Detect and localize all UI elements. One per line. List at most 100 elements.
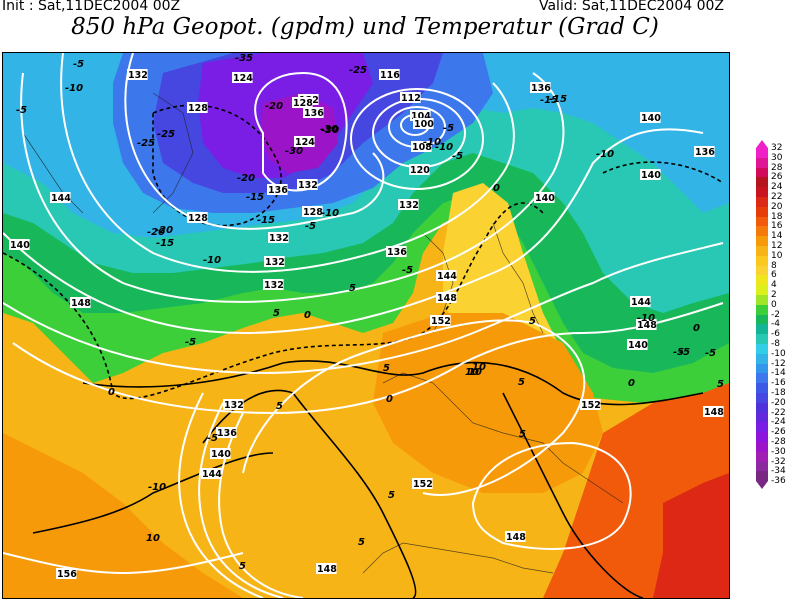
temperature-label-group: -5-10-5-25-20-30-30-25-35-15-10-5-10-15-… bbox=[16, 53, 724, 572]
geopotential-label-group: 132 124 128 132 136 104 112 116 136 140 136 140 144 1… bbox=[9, 69, 724, 580]
legend-swatch bbox=[756, 285, 768, 295]
geopot-128 bbox=[124, 53, 385, 230]
coastline-canada bbox=[22, 132, 84, 214]
temperature-label: -5 bbox=[207, 433, 218, 444]
geopotential-label: 132 bbox=[264, 280, 284, 291]
geopot-label-bg bbox=[232, 72, 253, 83]
geopot-label-bg bbox=[505, 531, 526, 542]
geopot-label-bg bbox=[316, 563, 337, 574]
legend-swatch bbox=[756, 187, 768, 197]
temperature-label: -10 bbox=[203, 255, 221, 266]
geopotential-label: 144 bbox=[51, 193, 71, 204]
legend-swatch bbox=[756, 353, 768, 364]
geopot-label-bg bbox=[303, 107, 324, 118]
legend-swatch bbox=[756, 344, 768, 354]
geopotential-label: 148 bbox=[637, 320, 657, 331]
geopotential-label: 128 bbox=[293, 98, 313, 109]
geopotential-label: 104 bbox=[411, 111, 431, 122]
legend-swatch bbox=[756, 236, 768, 246]
geopotential-label: 128 bbox=[303, 207, 323, 218]
legend-label: -36 bbox=[771, 476, 786, 487]
geopot-label-bg bbox=[703, 406, 724, 417]
legend-label: 0 bbox=[771, 299, 777, 310]
temperature-label: -20 bbox=[155, 225, 173, 236]
geopot-132-south bbox=[178, 392, 264, 598]
temperature-label: -5 bbox=[673, 347, 684, 358]
geopot-label-bg bbox=[187, 102, 208, 113]
geopotential-label: 140 bbox=[211, 449, 231, 460]
geopot-label-bg bbox=[400, 92, 421, 103]
legend-swatch bbox=[756, 216, 768, 227]
geopot-label-bg bbox=[70, 297, 91, 308]
temperature-label: -10 bbox=[423, 137, 441, 148]
legend-swatch bbox=[756, 177, 768, 188]
legend-swatch bbox=[756, 432, 768, 442]
geopot-label-bg bbox=[379, 69, 400, 80]
geopotential-label: 116 bbox=[380, 70, 400, 81]
temperature-label: -5 bbox=[679, 347, 690, 358]
geopotential-label: 100 bbox=[414, 119, 434, 130]
temperature-label: -10 bbox=[637, 313, 655, 324]
isoline-5-east bbox=[502, 392, 644, 598]
geopotential-label: 140 bbox=[628, 340, 648, 351]
geopotential-label: 152 bbox=[413, 479, 433, 490]
legend-label: -2 bbox=[771, 309, 780, 320]
isoline-minus10-east bbox=[602, 161, 724, 184]
geopot-label-bg bbox=[412, 478, 433, 489]
temperature-label: -15 bbox=[257, 215, 275, 226]
geopotential-label: 140 bbox=[641, 113, 661, 124]
fill-warm-sw bbox=[3, 433, 243, 598]
geopotential-label: 140 bbox=[641, 170, 661, 181]
geopot-label-bg bbox=[413, 118, 434, 129]
geopot-140 bbox=[3, 128, 704, 335]
coastline-mediterranean bbox=[362, 542, 554, 574]
geopot-label-bg bbox=[223, 399, 244, 410]
map-title: 850 hPa Geopot. (gpdm) und Temperatur (G… bbox=[71, 14, 659, 40]
temperature-label: 0 bbox=[628, 378, 635, 389]
legend-label: -10 bbox=[771, 348, 786, 359]
geopot-label-bg bbox=[694, 146, 715, 157]
geopotential-label: 148 bbox=[704, 407, 724, 418]
geopot-136 bbox=[20, 72, 565, 303]
geopot-label-bg bbox=[264, 256, 285, 267]
legend-swatch bbox=[756, 363, 768, 374]
geopotential-label: 140 bbox=[10, 240, 30, 251]
temperature-label: -10 bbox=[435, 142, 453, 153]
legend-label: -24 bbox=[771, 417, 786, 428]
temperature-label: 0 bbox=[386, 394, 393, 405]
geopotential-label: 152 bbox=[431, 316, 451, 327]
legend-swatch bbox=[756, 275, 768, 286]
temperature-label: 10 bbox=[472, 362, 486, 373]
geopot-label-bg bbox=[627, 339, 648, 350]
fill-warm-red bbox=[653, 473, 729, 598]
legend-swatch bbox=[756, 206, 768, 217]
geopot-label-bg bbox=[187, 212, 208, 223]
geopot-label-bg bbox=[398, 199, 419, 210]
legend-label: 14 bbox=[771, 231, 783, 242]
temperature-label: -10 bbox=[65, 83, 83, 94]
legend-swatch bbox=[756, 246, 768, 256]
temperature-label: -5 bbox=[443, 123, 454, 134]
legend-label: 30 bbox=[771, 152, 783, 163]
legend-label: -20 bbox=[771, 397, 786, 408]
geopot-label-bg bbox=[56, 568, 77, 579]
legend-swatch bbox=[756, 451, 768, 462]
legend-label: -8 bbox=[771, 339, 780, 349]
geopot-label-bg bbox=[50, 192, 71, 203]
geopotential-label: 144 bbox=[437, 271, 457, 282]
legend-label: -4 bbox=[771, 319, 780, 330]
temperature-label: 10 bbox=[465, 367, 479, 378]
geopotential-label: 132 bbox=[224, 400, 244, 411]
geopotential-label: 144 bbox=[631, 297, 651, 308]
geopot-label-bg bbox=[294, 136, 315, 147]
legend-swatch bbox=[756, 422, 768, 433]
temperature-label: -5 bbox=[452, 151, 463, 162]
geopot-label-bg bbox=[297, 179, 318, 190]
geopotential-label: 120 bbox=[410, 165, 430, 176]
geopotential-label: 132 bbox=[269, 233, 289, 244]
geopotential-isolines bbox=[3, 53, 724, 598]
temperature-legend: 32 30 28 26 24 22 20 18 16 14 12 10 8 6 4 2 0 -2 -4 -6 -8 -10… bbox=[752, 140, 790, 512]
geopot-label-bg bbox=[534, 192, 555, 203]
legend-label: 2 bbox=[771, 290, 777, 300]
legend-swatch bbox=[756, 197, 768, 207]
